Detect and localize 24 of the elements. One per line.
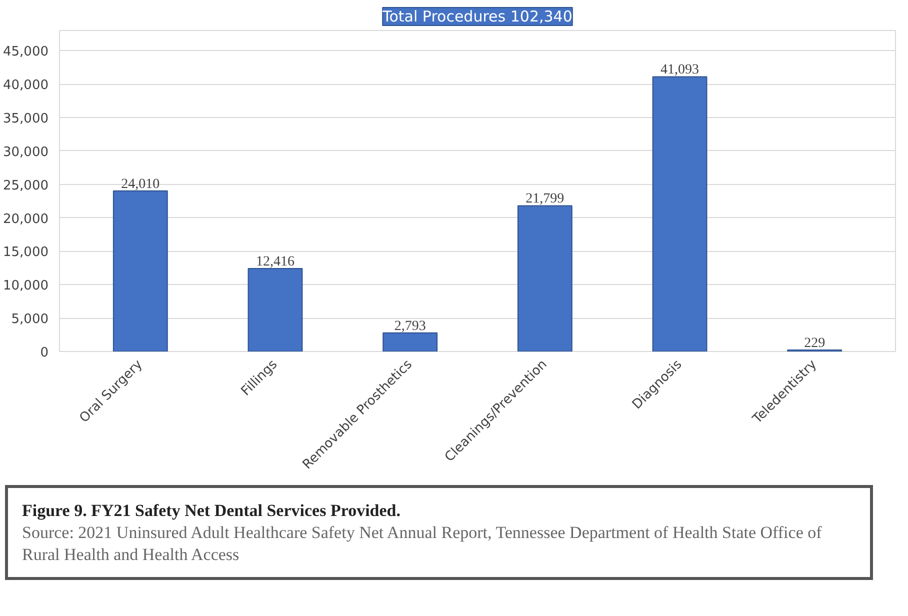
data-label: 41,093 — [660, 62, 700, 78]
chart-title: Total Procedures 102,340 — [382, 8, 572, 26]
y-tick-label: 45,000 — [3, 44, 49, 60]
bar — [517, 205, 572, 352]
y-tick-label: 0 — [40, 346, 49, 360]
bar — [112, 190, 168, 352]
data-label: 24,010 — [121, 176, 160, 192]
y-tick-label: 25,000 — [3, 178, 49, 194]
y-tick-label: 20,000 — [3, 212, 49, 227]
y-tick-label: 5,000 — [11, 312, 48, 328]
data-label: 12,416 — [256, 254, 294, 270]
caption: Figure 9. FY21 Safety Net Dental Services Provided. — [22, 500, 402, 522]
y-tick-label: 15,000 — [3, 245, 49, 260]
source-note: Source: 2021 Uninsured Adult Healthcare Safety Net Annual Report, Tennessee Department of Health State Office of Rural Health and Health Access — [22, 522, 823, 566]
y-tick-label: 40,000 — [3, 78, 49, 93]
y-tick-label: 10,000 — [3, 278, 49, 294]
y-tick-label: 30,000 — [3, 144, 49, 160]
bar — [382, 332, 438, 352]
bar — [652, 76, 708, 352]
data-label: 229 — [804, 336, 826, 351]
data-label: 21,799 — [526, 192, 564, 207]
bar — [248, 268, 303, 352]
y-tick-label: 35,000 — [3, 111, 49, 126]
data-label: 2,793 — [394, 318, 426, 334]
